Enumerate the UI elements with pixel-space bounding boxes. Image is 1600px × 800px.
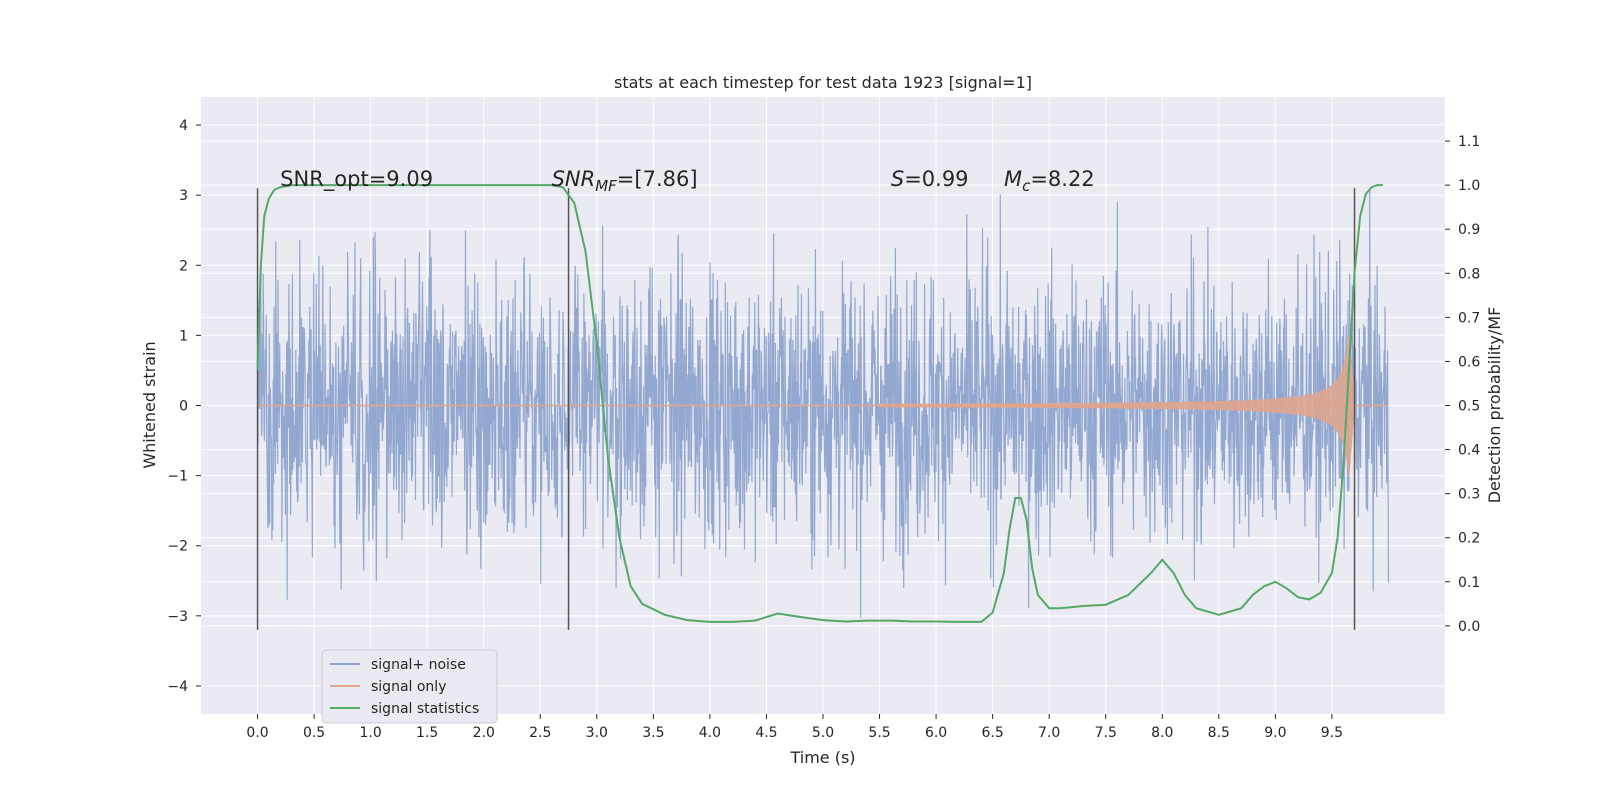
annotation: S=0.99 (891, 167, 969, 191)
x-tick-label: 4.5 (755, 725, 777, 741)
x-tick-label: 5.0 (812, 725, 834, 741)
series-signal-statistics (256, 184, 1383, 623)
y-right-tick-label: 0.1 (1458, 575, 1480, 591)
y-right-tick-label: 0.8 (1458, 266, 1480, 282)
y-tick-label: −4 (167, 679, 188, 695)
x-tick-label: 9.0 (1264, 725, 1286, 741)
y-tick-label: 4 (179, 118, 188, 134)
annotation: SNRMF=[7.86] (552, 167, 698, 195)
y-right-tick-label: 0.9 (1458, 222, 1480, 238)
x-tick-label: 6.5 (982, 725, 1004, 741)
legend-box (321, 649, 498, 724)
x-tick-label: 8.5 (1208, 725, 1230, 741)
x-tick-label: 0.5 (303, 725, 325, 741)
y-tick-label: 3 (179, 188, 188, 204)
legend: signal+ noise signal only signal statist… (321, 649, 498, 724)
annotation: Mc=8.22 (1004, 167, 1095, 195)
x-tick-label: 1.5 (416, 725, 438, 741)
y-tick-label: −1 (167, 469, 188, 485)
x-axis: 0.0 0.5 1.0 1.5 2.0 2.5 3.0 3.5 4.0 4.5 5.0 5.5 6.0 6… (246, 714, 1343, 741)
y-axis-right-label: Detection probability/MF (1485, 307, 1504, 504)
legend-label-signal-plus-noise: signal+ noise (371, 657, 466, 673)
x-tick-label: 8.0 (1151, 725, 1173, 741)
y-axis-right: 0.0 0.1 0.2 0.3 0.4 0.5 0.6 0.7 0.8 0.9 1.0 1.1 (1445, 134, 1480, 635)
series-signal-plus-noise (256, 190, 1390, 618)
y-right-tick-label: 0.7 (1458, 310, 1480, 326)
x-tick-label: 1.0 (360, 725, 382, 741)
chart-title: stats at each timestep for test data 192… (614, 73, 1032, 92)
annotations: SNR_opt=9.09 SNRMF=[7.86] S=0.99 Mc=8.22 (280, 167, 1095, 195)
y-tick-label: −2 (167, 539, 188, 555)
x-tick-label: 0.0 (246, 725, 268, 741)
y-right-tick-label: 0.4 (1458, 443, 1480, 459)
y-right-tick-label: 0.5 (1458, 399, 1480, 415)
y-right-tick-label: 0.2 (1458, 531, 1480, 547)
series-signal-only (257, 335, 1389, 476)
x-tick-label: 2.5 (529, 725, 551, 741)
y-tick-label: 1 (179, 328, 188, 344)
x-tick-label: 9.5 (1321, 725, 1343, 741)
signal-plus-noise-line (256, 190, 1390, 618)
legend-label-signal-statistics: signal statistics (371, 701, 479, 717)
y-right-tick-label: 0.6 (1458, 354, 1480, 370)
y-tick-label: 0 (179, 399, 188, 415)
y-tick-label: −3 (167, 609, 188, 625)
x-tick-label: 3.5 (642, 725, 664, 741)
y-right-tick-label: 0.0 (1458, 619, 1480, 635)
y-right-tick-label: 1.0 (1458, 178, 1480, 194)
y-axis-left: −4 −3 −2 −1 0 1 2 3 4 (167, 118, 201, 695)
y-axis-label: Whitened strain (140, 341, 159, 468)
annotation: SNR_opt=9.09 (280, 167, 433, 192)
signal-only-chirp (879, 335, 1356, 476)
x-tick-label: 3.0 (586, 725, 608, 741)
x-tick-label: 2.0 (473, 725, 495, 741)
y-right-tick-label: 1.1 (1458, 134, 1480, 150)
x-tick-label: 5.5 (868, 725, 890, 741)
y-right-tick-label: 0.3 (1458, 487, 1480, 503)
signal-statistics-line (256, 184, 1383, 623)
x-tick-label: 4.0 (699, 725, 721, 741)
x-axis-label: Time (s) (789, 748, 855, 767)
x-tick-label: 6.0 (925, 725, 947, 741)
legend-label-signal-only: signal only (371, 679, 446, 695)
x-tick-label: 7.5 (1095, 725, 1117, 741)
vertical-lines (256, 188, 1356, 630)
y-tick-label: 2 (179, 258, 188, 274)
x-tick-label: 7.0 (1038, 725, 1060, 741)
